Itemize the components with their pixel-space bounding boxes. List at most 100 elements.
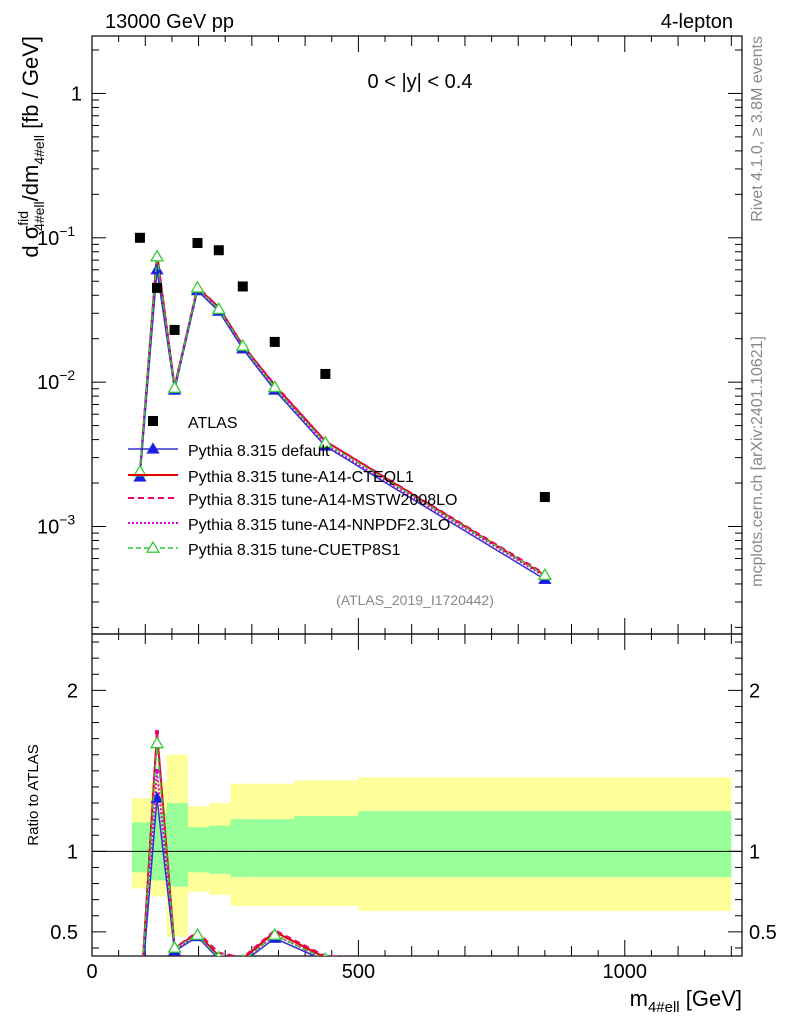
ratio-marker-pythia-8-315-tune-cuetp8s1 [134, 1002, 146, 1012]
atlas-data-point [539, 492, 550, 503]
atlas-data-point [237, 281, 248, 292]
legend: ATLAS Pythia 8.315 default Pythia 8.315 … [128, 415, 457, 559]
series-marker-pythia-8-315-tune-cuetp8s1 [167, 380, 182, 393]
x-tick-label-500: 500 [342, 961, 375, 983]
ratio-line-pythia-8-315-tune-a14-cteql1 [142, 732, 325, 956]
x-tick-label-0: 0 [86, 961, 97, 983]
ratio-marker-pythia-8-315-default [134, 1003, 146, 1013]
y-title-sup: fid [15, 211, 31, 226]
x-tick-labels: 0 500 1000 [86, 961, 647, 983]
legend-label-a14-cteql1: Pythia 8.315 tune-A14-CTEQL1 [188, 469, 414, 486]
atlas-data-point [269, 336, 280, 347]
ratio-line-pythia-8-315-default [143, 798, 317, 956]
y-title-sigma: σ [18, 225, 43, 239]
series-marker-pythia-8-315-default [150, 263, 164, 275]
green-band-bin [294, 815, 359, 878]
atlas-data-point [169, 324, 180, 335]
main-y-tick-label-0.01: 10−2 [37, 367, 75, 394]
green-band-bin [166, 803, 188, 887]
legend-entry-cuetp8s1: Pythia 8.315 tune-CUETP8S1 [128, 540, 401, 559]
ratio-curves [134, 730, 551, 1013]
main-y-tick-label-1: 1 [71, 83, 82, 105]
legend-entry-default: Pythia 8.315 default [128, 442, 330, 460]
green-band-bin [187, 827, 210, 873]
green-band-bin [131, 822, 151, 873]
ratio-marker-pythia-8-315-tune-cuetp8s1 [149, 736, 165, 749]
legend-label-atlas: ATLAS [188, 415, 238, 432]
x-axis-title-units: [GeV] [680, 986, 742, 1011]
series-marker-pythia-8-315-tune-cuetp8s1 [190, 280, 205, 293]
series-marker-pythia-8-315-tune-cuetp8s1 [235, 338, 250, 351]
header-energy-label: 13000 GeV pp [105, 11, 234, 33]
ratio-y-tick-label-right-2: 2 [749, 680, 760, 702]
green-band-bin [358, 811, 732, 878]
main-y-tick-base: 10 [37, 516, 59, 538]
main-y-tick-base: 10 [37, 228, 59, 250]
main-y-tick-exponent: −1 [59, 223, 75, 239]
legend-marker [146, 442, 160, 454]
ratio-marker-pythia-8-315-default [242, 955, 243, 956]
legend-entry-atlas: ATLAS [148, 415, 238, 432]
atlas-data-point [192, 238, 203, 249]
ratio-marker-pythia-8-315-tune-cuetp8s1 [190, 927, 205, 940]
y-title-units: [fb / GeV] [18, 36, 43, 135]
main-y-tick-label-0.001: 10−3 [37, 511, 75, 538]
ratio-y-tick-labels: 0.5 1 2 0.5 1 2 [50, 680, 777, 944]
main-y-tick-exponent: −3 [59, 511, 75, 527]
rivet-version-label: Rivet 4.1.0, ≥ 3.8M events [749, 36, 766, 222]
ratio-marker-pythia-8-315-tune-cuetp8s1 [267, 927, 282, 940]
legend-entry-a14-nnpdf23lo: Pythia 8.315 tune-A14-NNPDF2.3LO [128, 517, 450, 534]
main-y-axis-title: d σfid4#ell/dm4#ell [fb / GeV] [15, 36, 47, 258]
legend-marker [145, 540, 161, 553]
ratio-marker-pythia-8-315-tune-cuetp8s1 [539, 961, 551, 971]
ratio-plot-frame [91, 633, 743, 957]
series-marker-pythia-8-315-tune-cuetp8s1 [267, 380, 282, 393]
legend-label-a14-mstw2008lo: Pythia 8.315 tune-A14-MSTW2008LO [188, 492, 457, 509]
analysis-id-label: (ATLAS_2019_I1720442) [336, 592, 494, 608]
main-curves [132, 249, 553, 585]
series-marker-pythia-8-315-tune-cuetp8s1 [318, 435, 333, 448]
atlas-data-point [320, 368, 331, 379]
y-title-sub: 4#ell [31, 201, 47, 231]
y-title-d: d [18, 239, 43, 257]
atlas-data-point [152, 282, 162, 293]
ratio-y-tick-label-left-1: 1 [67, 841, 78, 863]
atlas-data-point [134, 232, 145, 243]
x-axis-title-sub: 4#ell [648, 999, 680, 1016]
main-y-tick-labels: 1 10−1 10−2 10−3 [37, 83, 82, 538]
series-marker-pythia-8-315-tune-cuetp8s1 [537, 567, 553, 581]
ratio-marker-pythia-8-315-tune-cuetp8s1 [215, 950, 223, 956]
ratio-y-tick-label-left-0.5: 0.5 [50, 922, 78, 944]
x-axis-title: m4#ell [GeV] [630, 986, 742, 1016]
green-band-bin [251, 819, 295, 878]
green-band-bin [209, 825, 231, 874]
ratio-y-axis-title: Ratio to ATLAS [25, 744, 42, 845]
atlas-data-points [134, 232, 550, 503]
main-y-tick-exponent: −2 [59, 367, 75, 383]
legend-entry-a14-cteql1: Pythia 8.315 tune-A14-CTEQL1 [128, 469, 414, 486]
legend-label-cuetp8s1: Pythia 8.315 tune-CUETP8S1 [188, 542, 401, 559]
ratio-marker-pythia-8-315-default [539, 963, 551, 973]
ratio-marker-pythia-8-315-tune-cuetp8s1 [167, 940, 182, 953]
atlas-data-point [213, 245, 224, 256]
uncertainty-bands [131, 754, 732, 937]
ratio-point-pythia-8-315-tune-a14-nnpdf2-3lo [155, 768, 159, 773]
x-axis-title-m: m [630, 986, 648, 1011]
ratio-y-tick-label-right-0.5: 0.5 [749, 922, 777, 944]
y-title-slash: /dm [18, 165, 43, 202]
ratio-y-tick-label-left-2: 2 [67, 680, 78, 702]
ratio-marker-pythia-8-315-tune-cuetp8s1 [241, 953, 245, 956]
legend-entry-a14-mstw2008lo: Pythia 8.315 tune-A14-MSTW2008LO [128, 492, 457, 509]
series-marker-pythia-8-315-tune-cuetp8s1 [149, 249, 165, 262]
legend-label-a14-nnpdf23lo: Pythia 8.315 tune-A14-NNPDF2.3LO [188, 517, 450, 534]
header-process-label: 4-lepton [661, 11, 733, 33]
legend-label-default: Pythia 8.315 default [188, 443, 330, 460]
rapidity-range-label: 0 < |y| < 0.4 [368, 71, 473, 93]
x-tick-label-1000: 1000 [603, 961, 648, 983]
axis-ticks [91, 36, 742, 956]
ratio-y-tick-label-right-1: 1 [749, 841, 760, 863]
legend-marker-atlas [148, 416, 158, 426]
mcplots-reference-label: mcplots.cern.ch [arXiv:2401.10621] [749, 336, 766, 587]
y-title-sub2: 4#ell [31, 135, 47, 165]
